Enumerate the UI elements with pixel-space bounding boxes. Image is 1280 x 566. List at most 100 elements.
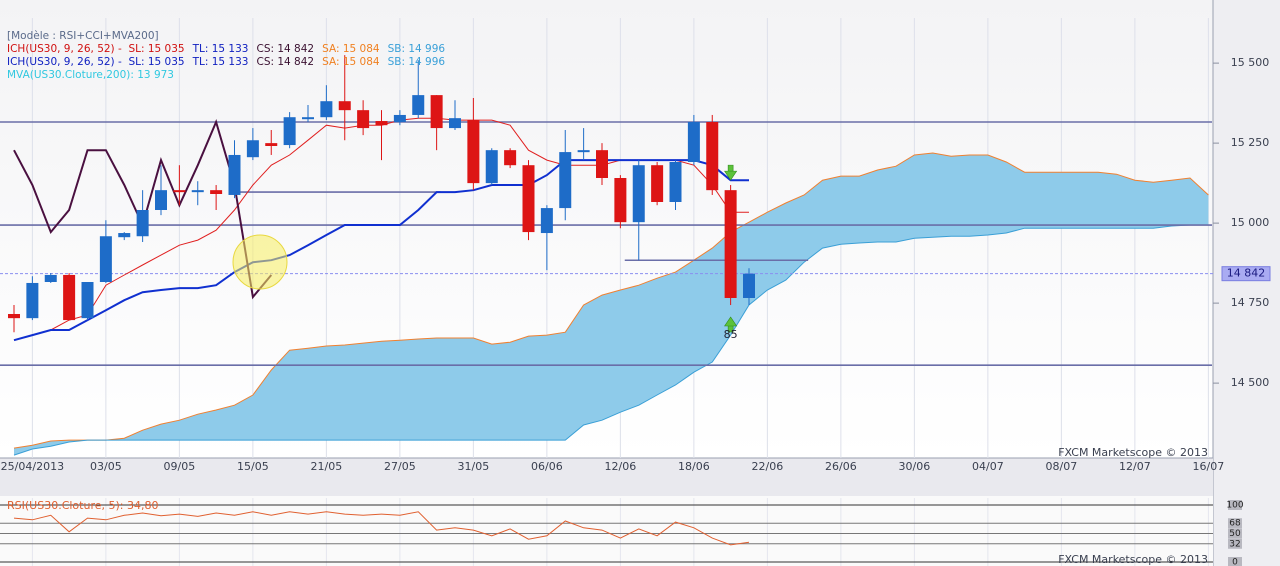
legend-item: SB: 14 996 [387,56,446,68]
legend-line: [Modèle : RSI+CCI+MVA200] [7,30,453,43]
x-tick-label: 22/06 [752,460,784,473]
legend-item: [Modèle : RSI+CCI+MVA200] [7,30,159,42]
signal-arrow [724,316,738,333]
legend-item: ICH(US30, 9, 26, 52) - SL: 15 035 [7,56,185,68]
candle-body [173,190,186,193]
candle-body [191,190,204,193]
rsi-tick-box [1228,538,1242,549]
candle-body [155,190,167,210]
candle-body [228,154,241,195]
candle-body [559,152,572,209]
legend-line: ICH(US30, 9, 26, 52) - SL: 15 035 TL: 15 … [7,56,453,69]
x-tick-label: 31/05 [458,460,490,473]
cloud-edge [13,224,1209,456]
x-tick-label: 18/06 [678,460,710,473]
cloud [14,153,1209,456]
legend-item: TL: 15 133 [192,43,249,55]
y-tick-label: 14 500 [1231,376,1270,389]
legend-item: MVA(US30.Cloture,200): 13 973 [7,69,174,81]
x-tick-label: 27/05 [384,460,416,473]
candle-body [485,150,498,184]
rsi-tick-label: 50 [1229,529,1241,539]
candle-body [577,150,590,153]
legend-item: ICH(US30, 9, 26, 52) - SL: 15 035 [7,43,185,55]
y-tick-label: 14 750 [1231,296,1270,309]
y-tick-label: 15 500 [1231,56,1270,69]
rsi-tick-box [1228,528,1242,539]
date-strip [0,458,1213,496]
y-tick-label: 15 000 [1231,216,1270,229]
rsi-title: RSI(US30.Cloture, 5): 34,80 [7,499,158,512]
legend-item: CS: 14 842 [256,56,315,68]
top-layer: 85 [8,55,755,341]
x-tick-label: 16/07 [1193,460,1225,473]
legend-item: TL: 15 133 [192,56,249,68]
x-tick-label: 09/05 [164,460,196,473]
candle-body [338,101,351,111]
rsi-tick-box [1228,518,1242,529]
axis-background [1213,0,1280,566]
candle-body [596,150,608,178]
candle-body [614,178,627,223]
candle-body [210,190,223,194]
rsi-background [0,496,1213,566]
candle-body [504,150,517,166]
candle-body [632,165,645,223]
credit: FXCM Marketscope © 2013 [1058,446,1208,459]
signal-arrow [724,164,738,181]
candle-body [522,165,535,233]
legend: [Modèle : RSI+CCI+MVA200] ICH(US30, 9, 26… [7,30,453,82]
candle-body [430,95,443,129]
candle-body [246,140,259,158]
candle-body [44,274,57,282]
candle-body [136,210,149,237]
rsi-tick-label: 100 [1226,501,1243,511]
cloud-edge [13,152,1209,449]
highlight [232,234,288,290]
legend-item: SA: 15 084 [322,56,380,68]
legend-item: SB: 14 996 [387,43,446,55]
candle-body [706,122,719,191]
x-tick-label: 08/07 [1046,460,1078,473]
candle-body [283,117,296,146]
candle-body [724,190,737,298]
legend-item: CS: 14 842 [256,43,315,55]
candle-body [63,274,76,321]
candle-body [393,114,406,122]
y-tick-label: 15 250 [1231,136,1270,149]
candle-body [467,120,480,184]
x-tick-label: 12/07 [1119,460,1151,473]
rsi-tick-label: 0 [1232,558,1238,566]
last-price-label: 14 842 [1227,267,1266,280]
last-price-box [1221,266,1271,282]
x-tick-label: 15/05 [237,460,269,473]
candle-body [320,101,333,118]
candle-body [302,117,314,120]
x-tick-label: 30/06 [899,460,931,473]
legend-line: ICH(US30, 9, 26, 52) - SL: 15 035 TL: 15 … [7,43,453,56]
kijun-line [13,159,749,342]
x-tick-label: 06/06 [531,460,563,473]
candle-body [687,122,700,162]
x-tick-label: 25/04/2013 [1,460,64,473]
candle-body [449,118,461,129]
x-tick-label: 04/07 [972,460,1004,473]
candle-body [540,208,553,234]
candle-body [265,143,278,146]
rsi-line [13,511,750,546]
x-tick-label: 12/06 [605,460,637,473]
signal-label: 85 [724,328,738,341]
candle-body [118,233,131,238]
candle-body [99,236,112,282]
rsi-tick-box [1228,557,1242,566]
x-tick-label: 03/05 [90,460,122,473]
candle-body [743,273,755,298]
x-tick-label: 26/06 [825,460,857,473]
x-tick-label: 21/05 [311,460,343,473]
credit: FXCM Marketscope © 2013 [1058,553,1208,566]
rsi-tick-label: 32 [1229,539,1240,549]
rsi-tick-box [1228,500,1242,510]
candle-body [412,95,425,115]
legend-line: MVA(US30.Cloture,200): 13 973 [7,69,453,82]
